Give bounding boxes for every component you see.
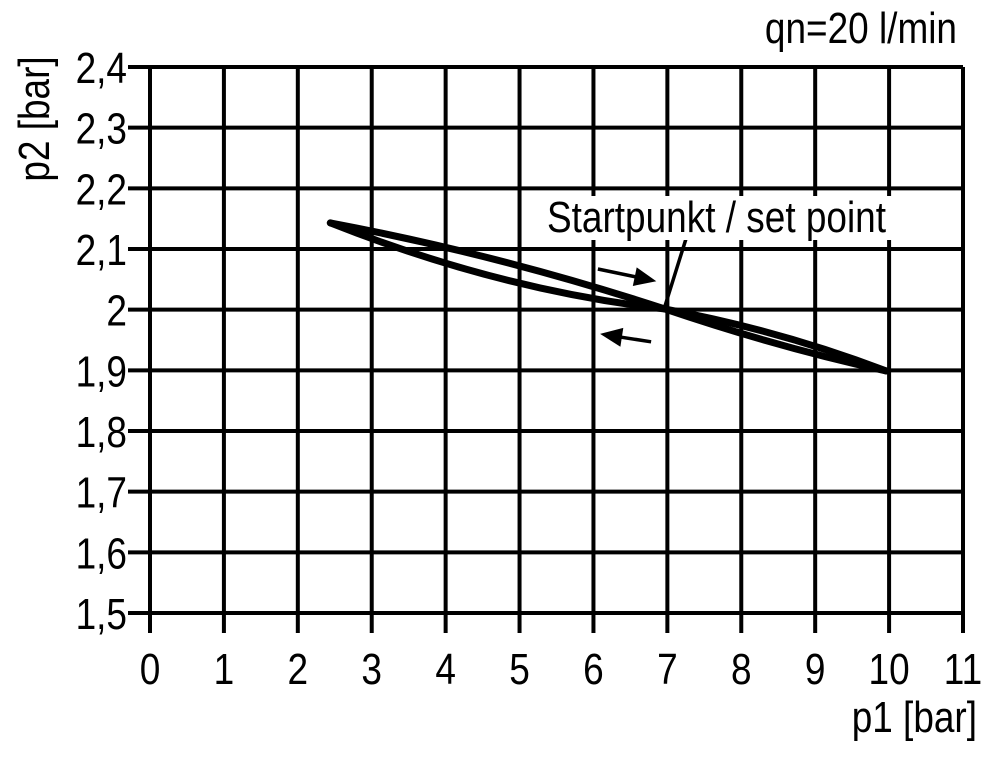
x-tick-label: 1 (214, 645, 235, 694)
arrow-shaft-left (617, 334, 652, 344)
y-tick-label: 1,8 (76, 408, 127, 457)
grid-layer (128, 65, 965, 633)
x-tick-label: 9 (805, 645, 826, 694)
x-tick-label: 8 (731, 645, 752, 694)
x-axis-title: p1 [bar] (852, 693, 977, 742)
x-tick-label: 11 (944, 645, 982, 694)
x-tick-label: 0 (140, 645, 161, 694)
y-tick-label: 1,9 (76, 347, 127, 396)
x-tick-label: 2 (288, 645, 309, 694)
arrowhead-right-icon (632, 267, 657, 286)
arrowhead-left-icon (600, 327, 624, 347)
y-tick-label: 1,6 (76, 529, 127, 578)
y-tick-label: 2 (106, 287, 127, 336)
y-tick-label: 2,1 (76, 226, 127, 275)
x-tick-label: 4 (435, 645, 456, 694)
y-tick-label: 2,4 (76, 44, 127, 93)
arrow-shaft-right (597, 267, 640, 280)
y-tick-label: 2,3 (76, 105, 127, 154)
annotation-group: Startpunkt / set point (545, 193, 905, 242)
y-axis-title: p2 [bar] (10, 56, 59, 181)
y-tick-label: 1,5 (76, 590, 127, 639)
annotation-leader-line (662, 238, 688, 309)
curve-p1-increasing (326, 219, 890, 375)
curves-layer (326, 219, 890, 375)
y-tick-label: 1,7 (76, 469, 127, 518)
x-tick-label: 3 (361, 645, 382, 694)
y-tick-label: 2,2 (76, 165, 127, 214)
x-tick-label: 10 (869, 645, 910, 694)
x-tick-label: 5 (509, 645, 530, 694)
curve-p1-decreasing (326, 219, 890, 375)
x-tick-label: 7 (657, 645, 678, 694)
tick-labels-layer: 0 1 2 3 4 5 6 7 8 9 10 11 2,4 2,3 2,2 2,1 2 1,9 1,8 1,7 1,6 1… (76, 44, 983, 694)
annotation-label: Startpunkt / set point (547, 193, 886, 242)
chart-title: qn=20 l/min (765, 4, 957, 53)
annotation-mask (545, 196, 905, 240)
x-tick-label: 6 (583, 645, 604, 694)
